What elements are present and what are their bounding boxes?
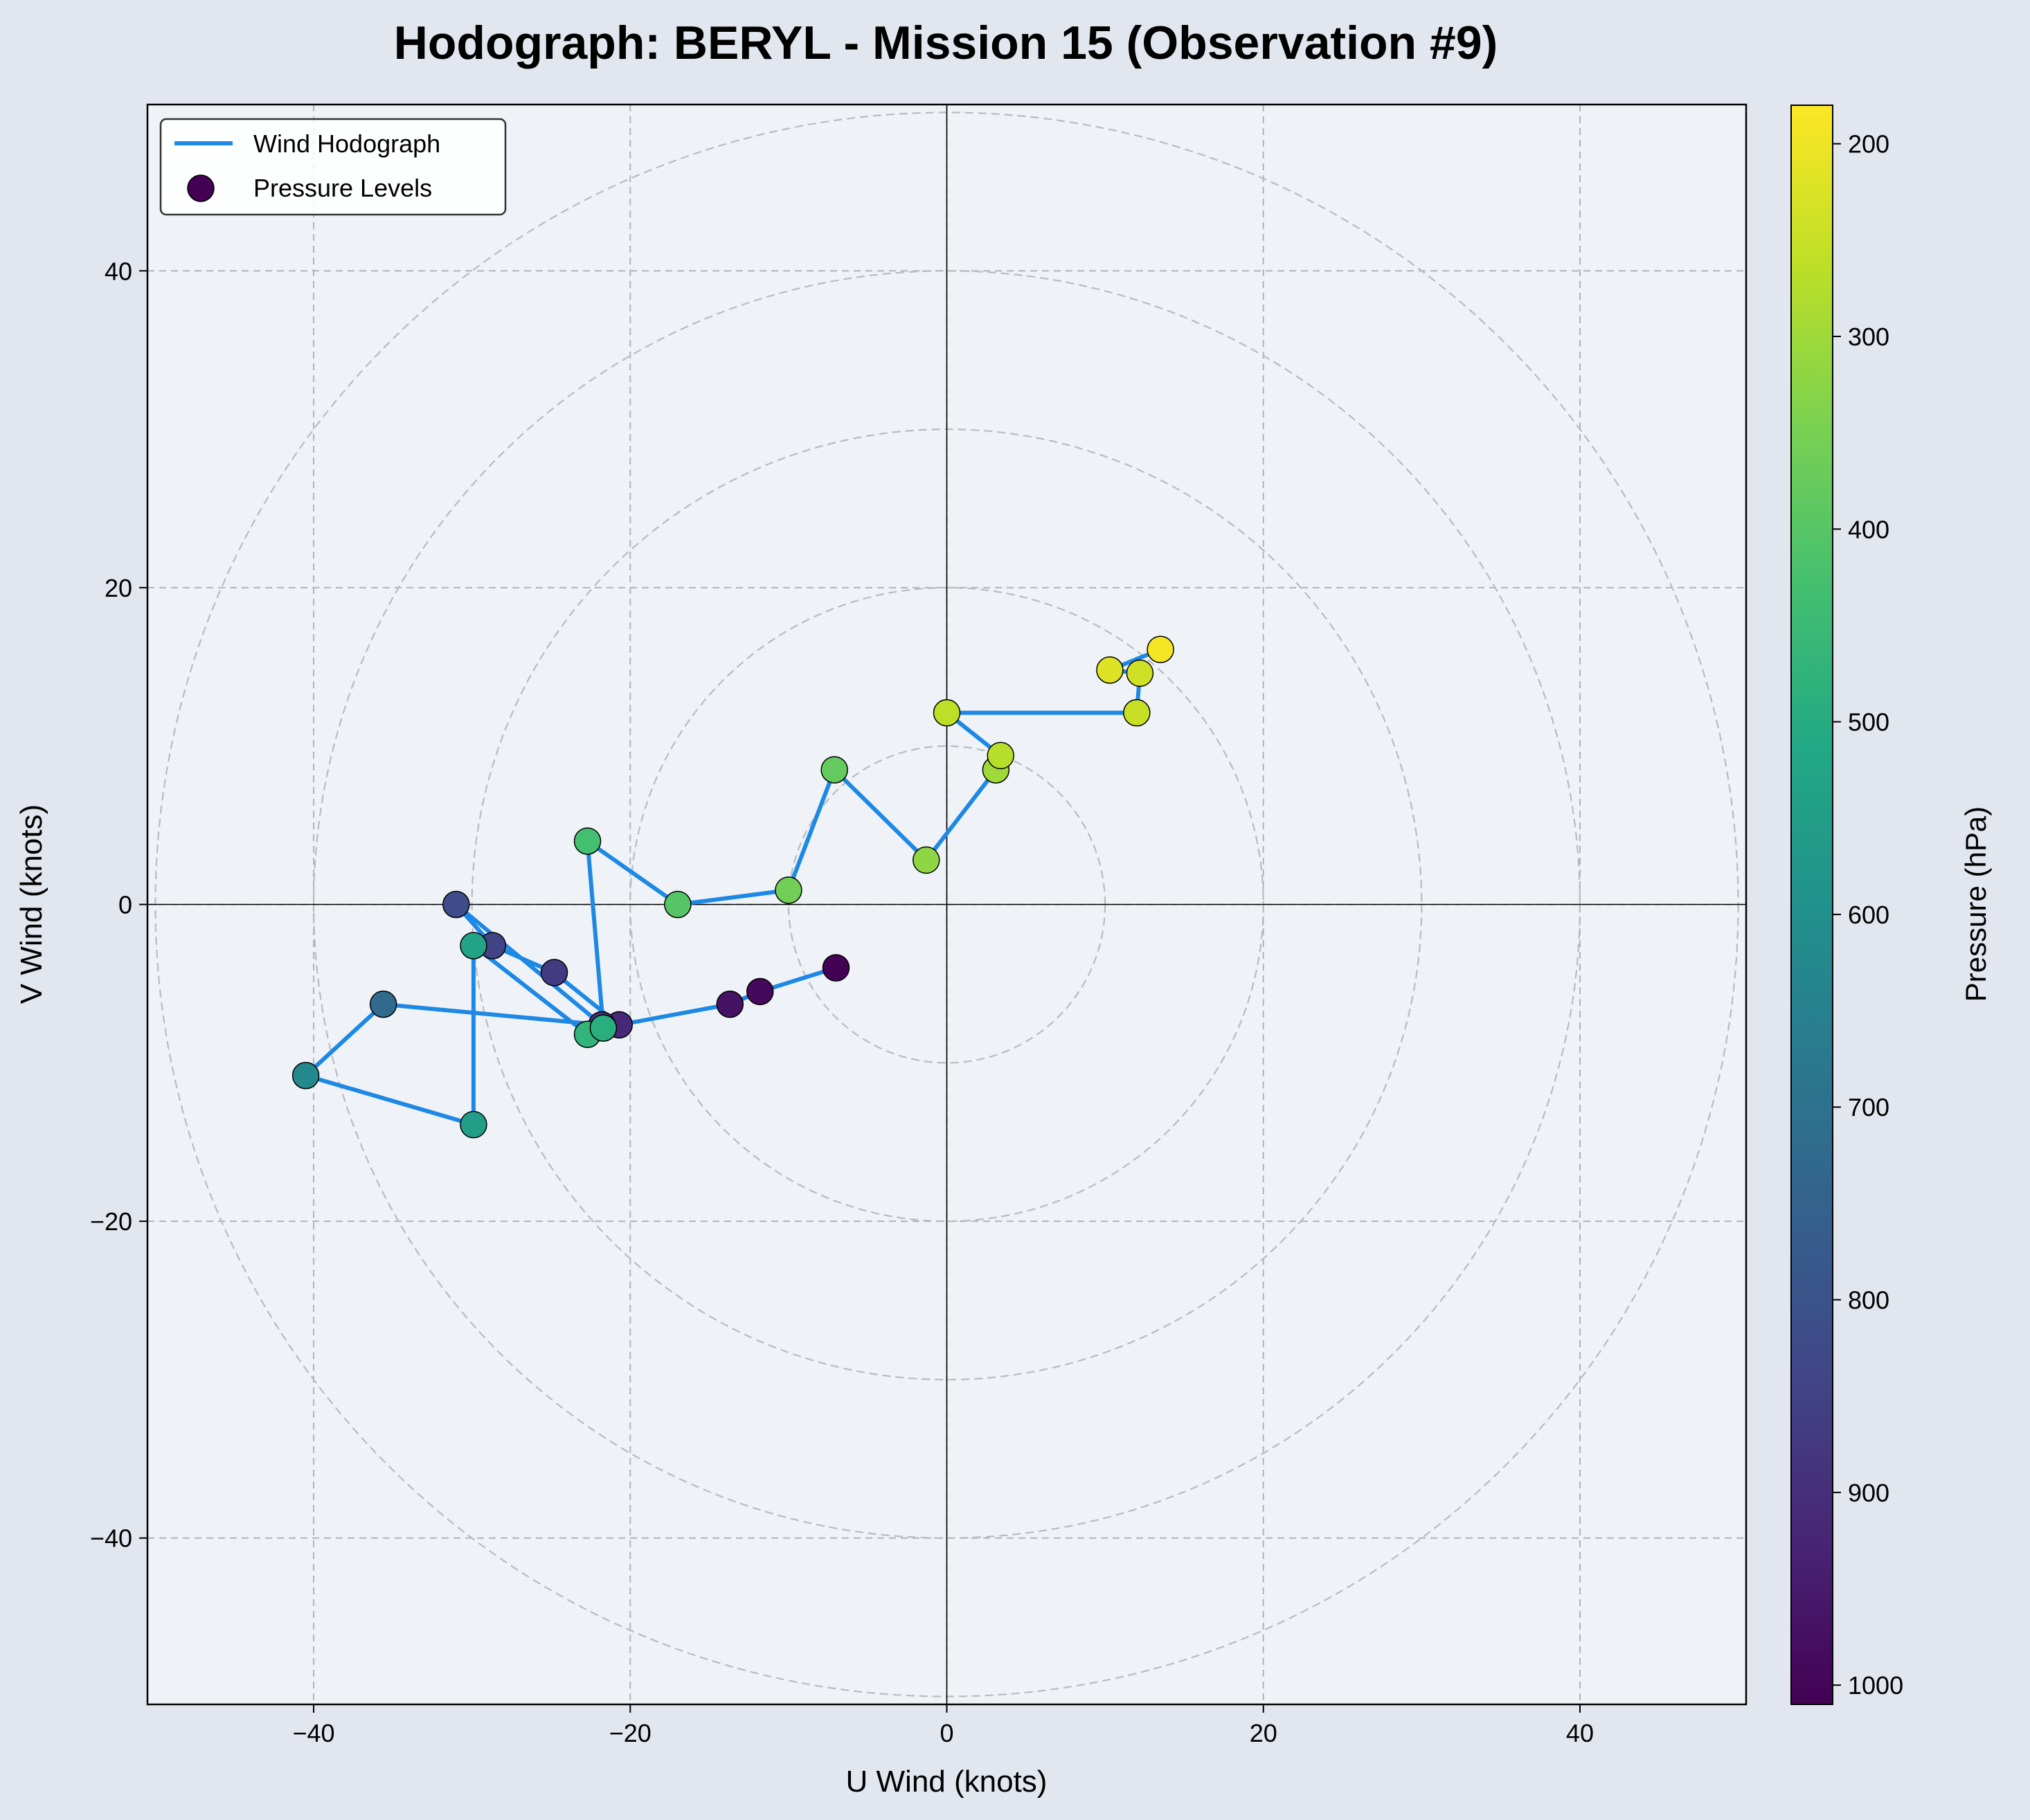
pressure-level-marker: [1096, 656, 1124, 684]
legend: Wind Hodograph Pressure Levels: [159, 118, 507, 216]
x-tick-label: 40: [1566, 1719, 1594, 1747]
colorbar-tick-label: 700: [1848, 1093, 1889, 1121]
colorbar-tick-label: 500: [1848, 708, 1889, 737]
y-tick-label: 20: [105, 574, 132, 602]
pressure-level-marker: [775, 876, 802, 904]
y-tick-label: 40: [105, 257, 132, 285]
pressure-level-marker: [1126, 659, 1154, 687]
legend-entry-wind-hodograph: Wind Hodograph: [253, 129, 440, 158]
x-tick-label: −20: [609, 1719, 652, 1747]
pressure-level-marker: [442, 890, 470, 919]
pressure-level-marker: [573, 827, 602, 855]
pressure-level-markers: [291, 636, 1174, 1139]
pressure-level-marker: [820, 756, 848, 784]
pressure-level-marker: [369, 990, 397, 1018]
y-tick-label: −40: [90, 1524, 132, 1553]
y-axis-label: V Wind (knots): [15, 804, 48, 1004]
colorbar-tick-label: 900: [1848, 1479, 1889, 1507]
y-tick-label: −20: [90, 1207, 132, 1236]
pressure-level-marker: [664, 890, 692, 919]
pressure-level-marker: [716, 990, 744, 1018]
pressure-level-marker: [822, 954, 850, 982]
colorbar-ticks: 200 300 400 500 600 700 800 900 1000: [1833, 130, 1903, 1700]
x-axis-label: U Wind (knots): [846, 1765, 1048, 1799]
x-tick-label: 20: [1250, 1719, 1277, 1747]
axis-zero-lines: [147, 105, 1746, 1704]
pressure-level-marker: [291, 1061, 320, 1090]
pressure-level-marker: [933, 699, 961, 727]
pressure-level-marker: [746, 977, 774, 1006]
pressure-level-marker: [540, 959, 568, 986]
colorbar-tick-label: 800: [1848, 1286, 1889, 1315]
colorbar-tick-label: 1000: [1848, 1671, 1903, 1700]
pressure-level-marker: [589, 1014, 618, 1042]
colorbar-tick-label: 300: [1848, 323, 1889, 351]
colorbar-tick-label: 600: [1848, 901, 1889, 929]
pressure-level-marker: [460, 932, 487, 959]
pressure-level-marker: [987, 741, 1014, 770]
pressure-level-marker: [1123, 699, 1151, 727]
colorbar-label: Pressure (hPa): [1959, 807, 1992, 1002]
colorbar-tick-label: 400: [1848, 515, 1889, 543]
colorbar-gradient: [1790, 105, 1833, 1705]
pressure-level-marker: [1147, 636, 1174, 663]
x-tick-label: 0: [940, 1719, 953, 1747]
colorbar: 200 300 400 500 600 700 800 900 1000 Pressure (h…: [1790, 105, 1992, 1705]
chart-title: Hodograph: BERYL - Mission 15 (Observati…: [394, 17, 1498, 69]
y-tick-label: 0: [118, 891, 132, 919]
colorbar-tick-label: 200: [1848, 130, 1889, 159]
pressure-level-marker: [913, 846, 940, 874]
legend-box: [159, 118, 507, 216]
y-axis: −40 −20 0 20 40: [90, 257, 147, 1553]
pressure-level-marker: [460, 1110, 487, 1139]
legend-marker-swatch: [187, 174, 215, 202]
x-tick-label: −40: [293, 1719, 335, 1747]
x-axis: −40 −20 0 20 40: [293, 1704, 1594, 1747]
legend-entry-pressure-levels: Pressure Levels: [253, 174, 432, 202]
